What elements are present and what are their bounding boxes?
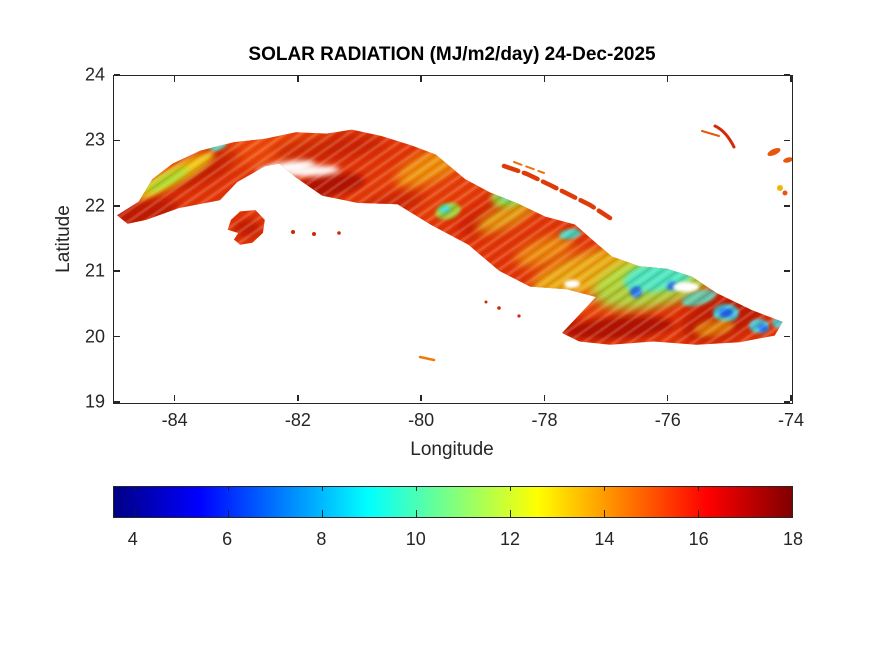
x-tick-label: -80 <box>408 410 435 430</box>
colorbar-tick-label: 16 <box>688 529 709 549</box>
x-tick-mark-top <box>666 76 669 82</box>
colorbar-tick-mark <box>415 510 418 517</box>
x-tick-mark-top <box>173 76 176 82</box>
colorbar-tick-mark <box>697 510 700 517</box>
y-tick-mark <box>114 74 120 76</box>
x-tick-mark-top <box>790 76 792 82</box>
x-tick-mark <box>543 395 546 401</box>
colorbar-tick-label: 12 <box>500 529 521 549</box>
y-tick-mark <box>114 205 120 207</box>
x-tick-label: -84 <box>161 410 188 430</box>
colorbar-tick-mark <box>133 487 136 491</box>
colorbar-tick-mark <box>509 487 512 491</box>
y-tick-label: 24 <box>84 64 105 85</box>
colorbar-tick-mark <box>227 487 230 491</box>
cuba-island <box>117 129 783 345</box>
y-tick-label: 19 <box>84 391 105 412</box>
y-tick-mark-right <box>784 74 790 76</box>
x-tick-mark <box>297 395 299 401</box>
x-axis-label: Longitude <box>410 439 494 460</box>
small-cays <box>291 230 521 318</box>
colorbar-tick-label: 4 <box>127 529 138 549</box>
colorbar-tick-mark <box>321 510 324 517</box>
y-tick-mark <box>114 401 120 403</box>
map-svg <box>117 124 792 362</box>
colorbar-tick-label: 8 <box>316 529 327 549</box>
x-tick-mark-top <box>543 76 546 82</box>
plot-area <box>113 75 793 404</box>
x-tick-mark-top <box>297 76 299 82</box>
y-tick-mark-right <box>784 335 790 338</box>
x-tick-mark <box>666 395 669 401</box>
y-tick-mark <box>114 335 120 338</box>
colorbar-tick-label: 14 <box>594 529 615 549</box>
x-tick-label: -78 <box>531 410 558 430</box>
colorbar-tick-mark <box>227 510 230 517</box>
colorbar-tick-mark <box>697 487 700 491</box>
y-tick-label: 20 <box>84 326 105 347</box>
colorbar-tick-mark <box>415 487 418 491</box>
y-tick-mark <box>114 139 120 142</box>
colorbar-tick-label: 10 <box>405 529 426 549</box>
x-tick-label: -82 <box>284 410 311 430</box>
plot-title: SOLAR RADIATION (MJ/m2/day) 24-Dec-2025 <box>248 44 656 65</box>
southeast-bahamas-islands <box>701 124 792 196</box>
north-coast-cays <box>501 161 613 221</box>
cayman-islands <box>418 355 436 362</box>
y-tick-mark-right <box>784 401 790 403</box>
colorbar-tick-label: 18 <box>782 529 804 549</box>
colorbar-tick-mark <box>133 510 136 517</box>
y-tick-mark-right <box>784 205 790 207</box>
x-tick-label: -74 <box>777 410 805 430</box>
y-tick-mark-right <box>784 139 790 142</box>
colorbar <box>113 486 793 518</box>
y-tick-label: 23 <box>84 129 105 150</box>
y-tick-label: 21 <box>84 260 105 281</box>
y-tick-mark-right <box>784 270 790 272</box>
y-tick-label: 22 <box>84 195 105 216</box>
x-tick-mark <box>173 395 176 401</box>
colorbar-tick-mark <box>509 510 512 517</box>
y-tick-mark <box>114 270 120 272</box>
x-tick-label: -76 <box>654 410 681 430</box>
colorbar-tick-mark <box>321 487 324 491</box>
colorbar-tick-mark <box>603 510 606 517</box>
x-tick-mark <box>420 395 422 401</box>
colorbar-tick-label: 6 <box>222 529 233 549</box>
x-tick-mark <box>790 395 792 401</box>
colorbar-tick-mark <box>603 487 606 491</box>
x-tick-mark-top <box>420 76 422 82</box>
